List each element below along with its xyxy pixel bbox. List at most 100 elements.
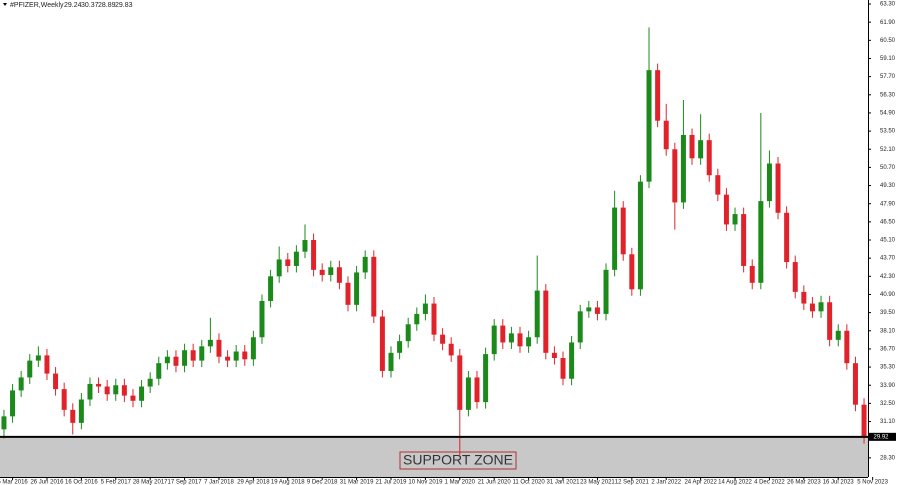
candle-body: [10, 390, 16, 417]
collapse-arrow[interactable]: [3, 3, 7, 6]
annotation-box: [399, 451, 517, 470]
symbol-title: #PFIZER,Weekly: [10, 2, 64, 9]
candle-body: [139, 386, 145, 401]
candle-body: [130, 395, 136, 401]
x-tick-label: 28 May 2017: [133, 480, 168, 485]
candle-body: [775, 163, 781, 213]
candle-body: [113, 385, 119, 395]
candle-body: [827, 302, 833, 340]
candle-body: [405, 324, 411, 342]
candle-body: [741, 214, 747, 266]
candle-body: [465, 377, 471, 410]
candle-body: [698, 140, 704, 159]
candle-body: [758, 201, 764, 283]
y-tick-label: 54.90: [880, 111, 896, 117]
candle-body: [422, 303, 428, 314]
y-tick-label: 42.30: [880, 274, 896, 280]
x-tick-label: 5 Nov 2023: [857, 480, 888, 485]
candle-body: [526, 337, 532, 347]
candle-body: [276, 259, 282, 277]
y-tick-label: 38.10: [880, 328, 896, 334]
x-tick-label: 1 Mar 2020: [445, 480, 476, 485]
candle-body: [749, 265, 755, 283]
candle-body: [233, 351, 239, 361]
candle-body: [328, 267, 334, 276]
candle-body: [448, 343, 454, 356]
candle-body: [680, 134, 686, 203]
candle-body: [53, 373, 59, 390]
y-tick-label: 40.90: [880, 292, 896, 298]
candle-body: [534, 290, 540, 338]
y-tick-label: 33.90: [880, 383, 896, 389]
x-tick-label: 11 Oct 2020: [512, 480, 545, 485]
candle-body: [388, 352, 394, 371]
candle-body: [551, 352, 557, 359]
y-tick-label: 31.10: [880, 419, 896, 425]
x-tick-label: 4 Dec 2022: [754, 480, 785, 485]
candle-body: [302, 240, 308, 252]
x-tick-label: 12 Sep 2021: [615, 480, 650, 485]
candle-body: [818, 302, 824, 312]
x-tick-label: 7 Jan 2018: [204, 480, 234, 485]
y-tick-label: 49.30: [880, 183, 896, 189]
candle-body: [483, 354, 489, 403]
candle-body: [182, 350, 188, 366]
y-tick-label: 53.50: [880, 129, 896, 135]
candle-body: [35, 355, 41, 361]
candle-body: [766, 163, 772, 202]
candle-body: [637, 181, 643, 290]
candle-body: [792, 262, 798, 292]
y-tick-label: 50.70: [880, 165, 896, 171]
candle-body: [268, 276, 274, 301]
candle-body: [345, 282, 351, 305]
x-tick-label: 6 Mar 2016: [0, 480, 28, 485]
candle-body: [491, 325, 497, 355]
ohlc-close: 29.83: [115, 2, 133, 9]
candle-body: [87, 383, 93, 400]
y-tick-label: 39.50: [880, 310, 896, 316]
candle-body: [500, 325, 506, 343]
candle-body: [121, 385, 127, 396]
candle-body: [18, 377, 24, 391]
x-tick-label: 19 Aug 2018: [271, 480, 305, 485]
y-tick-label: 32.50: [880, 401, 896, 407]
candle-body: [474, 377, 480, 403]
candle-body: [431, 303, 437, 335]
candle-body: [225, 356, 231, 361]
x-tick-label: 29 Apr 2018: [237, 480, 270, 485]
y-tick-label: 60.50: [880, 38, 896, 44]
x-tick-label: 9 Dec 2018: [307, 480, 338, 485]
candle-body: [147, 378, 153, 387]
candle-body: [397, 341, 403, 353]
candle-body: [646, 70, 652, 182]
candle-body: [259, 300, 265, 338]
y-tick-label: 45.10: [880, 238, 896, 244]
y-tick-label: 52.10: [880, 147, 896, 153]
candle-body: [508, 333, 514, 343]
candle-body: [655, 70, 661, 121]
candle-body: [835, 330, 841, 340]
x-tick-label: 16 Oct 2016: [65, 480, 98, 485]
candle-body: [164, 356, 170, 364]
candle-body: [543, 290, 549, 353]
x-tick-label: 24 Apr 2022: [684, 480, 717, 485]
y-tick-label: 63.30: [880, 2, 896, 8]
candle-body: [216, 339, 222, 357]
ohlc-low: 28.89: [98, 2, 116, 9]
candle-body: [207, 339, 213, 347]
candle-body: [44, 355, 50, 374]
candle-body: [70, 409, 76, 423]
candle-body: [285, 259, 291, 266]
candle-body: [173, 356, 179, 366]
candle-body: [319, 269, 325, 276]
candle-body: [250, 337, 256, 360]
y-tick-label: 57.70: [880, 74, 896, 80]
x-tick-label: 31 Jan 2021: [546, 480, 580, 485]
ohlc-open: 29.24: [64, 2, 82, 9]
candle-body: [354, 272, 360, 305]
candle-body: [379, 316, 385, 371]
x-tick-label: 2 Jan 2022: [651, 480, 681, 485]
candle-body: [190, 350, 196, 361]
candle-body: [723, 194, 729, 225]
